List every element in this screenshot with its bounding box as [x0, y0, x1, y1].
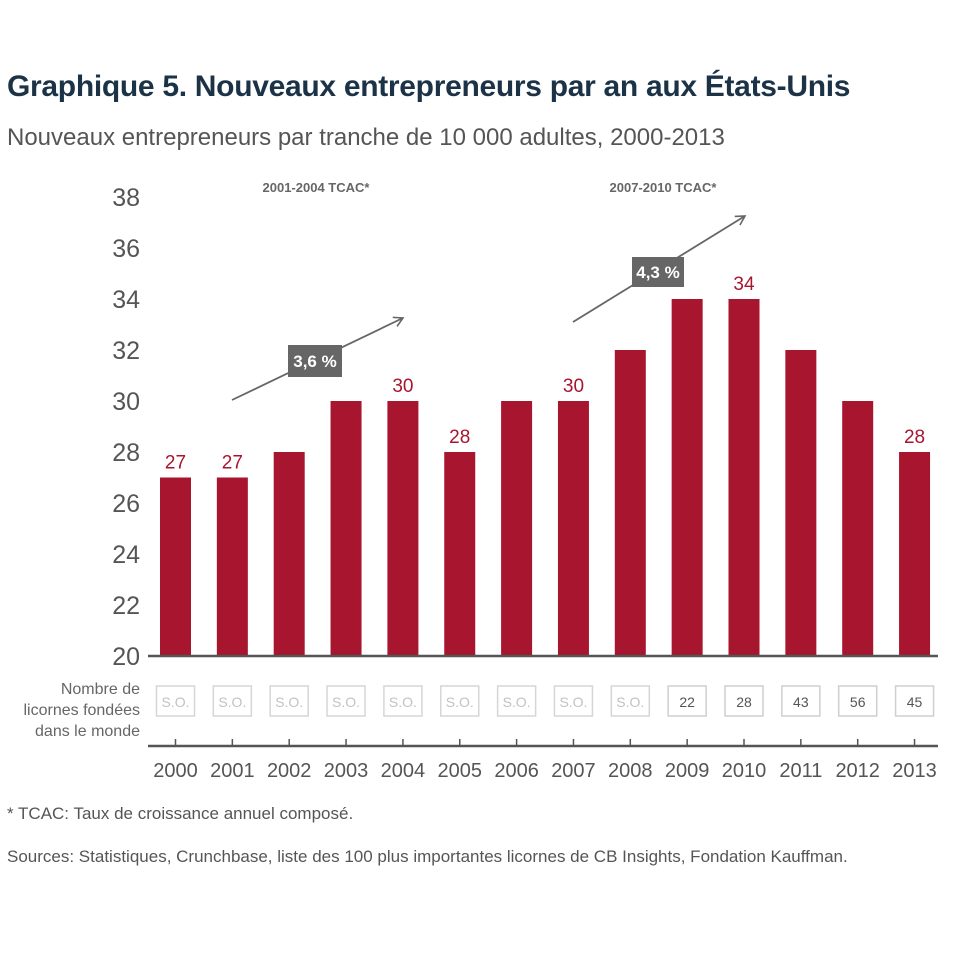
y-tick-label: 20 — [112, 643, 140, 671]
chart-subtitle: Nouveaux entrepreneurs par tranche de 10… — [7, 124, 725, 151]
unicorn-row-label-line: dans le monde — [35, 723, 140, 740]
bar-2004 — [387, 401, 419, 656]
unicorn-box — [326, 685, 366, 717]
bar-2009 — [671, 299, 703, 656]
y-tick-label: 24 — [112, 541, 140, 569]
y-tick-label: 38 — [112, 184, 140, 212]
bar-2000 — [160, 477, 191, 656]
x-tick-label: 2000 — [153, 760, 198, 782]
bar-2006 — [501, 401, 533, 656]
y-tick-label: 26 — [112, 490, 140, 518]
unicorn-row-label: Nombre de licornes fondées dans le monde — [23, 679, 140, 742]
unicorn-box — [610, 685, 651, 717]
value-labels-group: 27 27 30 28 30 34 28 — [165, 274, 925, 474]
x-tick-labels: 2000 2001 2002 2003 2004 2005 2006 2007 2008 2009… — [153, 760, 937, 782]
x-tick-label: 2007 — [551, 760, 596, 782]
unicorn-count: S.O. — [389, 694, 417, 710]
unicorn-box — [269, 685, 309, 717]
year-ticks-group — [174, 739, 916, 746]
x-tick-label: 2011 — [779, 760, 822, 782]
bar-value-label: 28 — [904, 427, 925, 448]
bar-2007 — [557, 401, 589, 656]
unicorn-count: S.O. — [275, 694, 303, 710]
x-tick-label: 2004 — [381, 760, 426, 782]
cagr-badge — [632, 257, 684, 287]
cagr-badge — [288, 345, 342, 377]
unicorn-count: S.O. — [446, 694, 474, 710]
unicorn-box — [894, 685, 935, 717]
unicorn-count: 43 — [793, 694, 809, 710]
unicorn-box — [667, 685, 707, 717]
unicorn-count: 45 — [907, 694, 923, 710]
bar-2013 — [899, 452, 931, 656]
unicorn-box — [724, 685, 764, 717]
cagr-value: 4,3 % — [636, 263, 679, 282]
y-tick-label: 32 — [112, 337, 140, 365]
unicorn-count: 22 — [679, 694, 695, 710]
bar-value-label: 30 — [392, 376, 413, 397]
bar-2005 — [444, 452, 476, 656]
chart-title: Graphique 5. Nouveaux entrepreneurs par … — [7, 70, 851, 103]
bar-value-label: 27 — [222, 453, 243, 474]
unicorn-count: S.O. — [503, 694, 531, 710]
unicorn-box — [837, 685, 878, 717]
unicorn-count: S.O. — [616, 694, 644, 710]
unicorn-box — [781, 685, 821, 717]
cagr-value: 3,6 % — [293, 352, 336, 371]
unicorn-box — [383, 685, 423, 717]
unicorn-count: S.O. — [218, 694, 246, 710]
unicorn-count: S.O. — [559, 694, 587, 710]
unicorn-box — [440, 685, 480, 717]
unicorn-box — [212, 685, 253, 717]
cagr-heading: 2007-2010 TCAC* — [610, 180, 718, 195]
unicorn-box — [553, 685, 594, 717]
bar-value-label: 34 — [733, 274, 755, 295]
bar-2011 — [785, 350, 817, 656]
y-tick-label: 36 — [112, 235, 140, 263]
bar-2001 — [216, 477, 248, 656]
unicorn-count: 28 — [736, 694, 752, 710]
cagr-annotations: 2001-2004 TCAC* 3,6 % 2007-2010 TCAC* 4,3 % — [231, 180, 747, 401]
unicorn-count: S.O. — [332, 694, 360, 710]
x-tick-label: 2012 — [835, 760, 880, 782]
unicorn-box — [155, 685, 196, 717]
unicorn-row: S.O. S.O. S.O. S.O. S.O. S.O. S.O. S.O. S.O. 22 28… — [155, 685, 935, 717]
y-tick-label: 22 — [112, 592, 140, 620]
y-tick-label: 28 — [112, 439, 140, 467]
x-tick-label: 2006 — [494, 760, 539, 782]
bar-value-label: 27 — [165, 453, 186, 474]
unicorn-count: 56 — [850, 694, 866, 710]
sources-note: Sources: Statistiques, Crunchbase, liste… — [7, 847, 848, 866]
x-tick-label: 2008 — [608, 760, 653, 782]
bar-2012 — [842, 401, 874, 656]
cagr-heading: 2001-2004 TCAC* — [263, 180, 371, 195]
bar-2002 — [273, 452, 305, 656]
x-tick-label: 2001 — [210, 760, 255, 782]
unicorn-row-label-line: Nombre de — [60, 681, 140, 698]
bar-2010 — [728, 299, 760, 656]
x-tick-label: 2003 — [324, 760, 369, 782]
x-tick-label: 2002 — [267, 760, 312, 782]
bar-value-label: 30 — [563, 376, 584, 397]
x-tick-label: 2010 — [722, 760, 767, 782]
bar-2003 — [330, 401, 362, 656]
x-tick-label: 2013 — [892, 760, 937, 782]
y-axis: 20 22 24 26 28 30 32 34 36 38 — [112, 184, 140, 671]
y-tick-label: 34 — [112, 286, 140, 314]
unicorn-row-label-line: licornes fondées — [23, 702, 140, 719]
y-tick-label: 30 — [112, 388, 140, 416]
bar-value-label: 28 — [449, 427, 470, 448]
x-tick-label: 2005 — [438, 760, 483, 782]
footnote: * TCAC: Taux de croissance annuel compos… — [7, 804, 354, 823]
unicorn-count: S.O. — [161, 694, 189, 710]
x-tick-label: 2009 — [665, 760, 710, 782]
bar-2008 — [614, 350, 646, 656]
bars-group — [160, 299, 931, 656]
unicorn-box — [496, 685, 537, 717]
